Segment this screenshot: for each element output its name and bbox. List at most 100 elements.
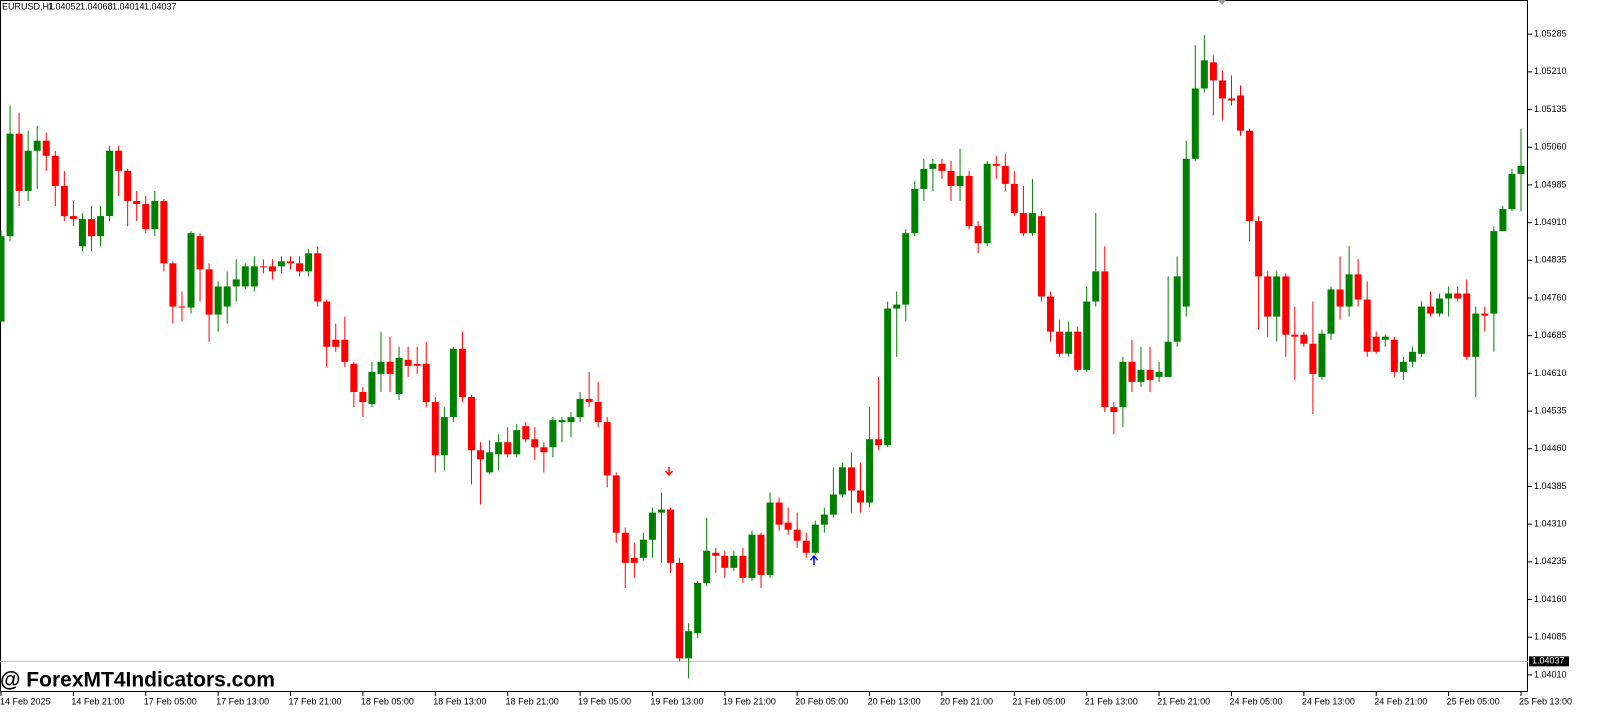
candle-body (115, 150, 123, 171)
ohlc-low: 1.04014 (112, 1, 145, 11)
x-tick-label: 25 Feb 13:00 (1519, 696, 1572, 706)
candle-body (368, 371, 376, 405)
candle-body (323, 301, 331, 347)
candle-body (657, 509, 665, 513)
candle-body (1345, 274, 1353, 307)
candle-body (241, 266, 249, 287)
candle-body (1227, 98, 1235, 101)
candle-body (467, 397, 475, 451)
candle-body (1092, 271, 1100, 302)
candle-body (857, 490, 865, 503)
candle-body (1209, 62, 1217, 81)
candle-body (1427, 306, 1435, 314)
y-tick-label: 1.05135 (1534, 104, 1567, 114)
plot-frame (0, 0, 1528, 692)
candle-body (1173, 276, 1181, 342)
x-tick-label: 17 Feb 21:00 (289, 696, 342, 706)
candle-body (196, 236, 204, 270)
candle-body (413, 363, 421, 366)
candle-body (811, 524, 819, 553)
candle-body (730, 555, 738, 568)
last-price-box (1529, 656, 1569, 667)
candle-body (1001, 165, 1009, 184)
candle-body (151, 201, 159, 230)
candle-body (1445, 293, 1453, 299)
candle-body (160, 201, 168, 264)
candle-body (422, 363, 430, 403)
last-price-label: 1.04037 (1532, 656, 1565, 666)
x-tick-label: 20 Feb 13:00 (868, 696, 921, 706)
sell-arrow (664, 467, 674, 477)
candle-body (1264, 276, 1272, 317)
candle-body (739, 555, 747, 578)
candle-body (341, 339, 349, 362)
y-tick-label: 1.04610 (1534, 368, 1567, 378)
candle-body (694, 582, 702, 634)
candle-body (594, 402, 602, 423)
y-tick-label: 1.04685 (1534, 330, 1567, 340)
candle-body (78, 219, 86, 247)
candle-body (1436, 298, 1444, 314)
candle-body (676, 562, 684, 659)
candle-body (1146, 369, 1154, 380)
candle-body (1065, 331, 1073, 354)
candle-body (540, 447, 548, 453)
candle-body (250, 266, 258, 287)
x-tick-label: 19 Feb 05:00 (578, 696, 631, 706)
candle-body (214, 286, 222, 315)
candle-body (305, 253, 313, 272)
candle-body (1028, 213, 1036, 234)
candle-body (1318, 333, 1326, 377)
y-tick-label: 1.04460 (1534, 443, 1567, 453)
candle-body (667, 509, 675, 563)
candle-body (1300, 334, 1308, 344)
candle-body (504, 442, 512, 455)
candle-body (1481, 313, 1489, 316)
candle-body (965, 175, 973, 227)
candle-body (1101, 271, 1109, 408)
buy-arrow (809, 554, 819, 565)
y-tick-label: 1.04985 (1534, 179, 1567, 189)
candle-body (1137, 369, 1145, 382)
candle-body (1408, 351, 1416, 362)
candle-body (947, 170, 955, 186)
candle-body (495, 442, 503, 455)
y-tick-label: 1.05060 (1534, 142, 1567, 152)
candle-body (124, 170, 132, 202)
candle-body (1381, 336, 1389, 340)
candle-body (296, 263, 304, 272)
candle-body (703, 550, 711, 583)
y-tick-label: 1.04835 (1534, 255, 1567, 265)
candle-body (1200, 60, 1208, 89)
candle-body (1191, 88, 1199, 159)
candle-body (513, 430, 521, 455)
candle-body (1499, 209, 1507, 232)
candle-body (748, 534, 756, 578)
candle-body (332, 339, 340, 347)
candle-body (938, 163, 946, 171)
y-tick-label: 1.04235 (1534, 556, 1567, 566)
candle-body (1336, 289, 1344, 307)
candle-body (1508, 173, 1516, 210)
x-tick-label: 17 Feb 05:00 (144, 696, 197, 706)
candle-body (721, 555, 729, 568)
candle-body (486, 452, 494, 473)
candle-body (522, 426, 530, 440)
candle-body (287, 261, 295, 264)
candle-body (133, 201, 141, 205)
candle-body (386, 361, 394, 374)
candle-body (458, 348, 466, 398)
candle-body (802, 540, 810, 553)
x-tick-label: 24 Feb 21:00 (1374, 696, 1427, 706)
candle-body (793, 529, 801, 541)
candle-body (377, 361, 385, 374)
x-tick-label: 24 Feb 05:00 (1229, 696, 1282, 706)
candle-body (0, 236, 5, 322)
candle-body (142, 204, 150, 230)
candle-body (1218, 80, 1226, 99)
candle-body (87, 219, 95, 237)
x-tick-label: 19 Feb 21:00 (723, 696, 776, 706)
candle-body (1083, 301, 1091, 370)
candle-body (1273, 276, 1281, 317)
y-tick-label: 1.04085 (1534, 632, 1567, 642)
